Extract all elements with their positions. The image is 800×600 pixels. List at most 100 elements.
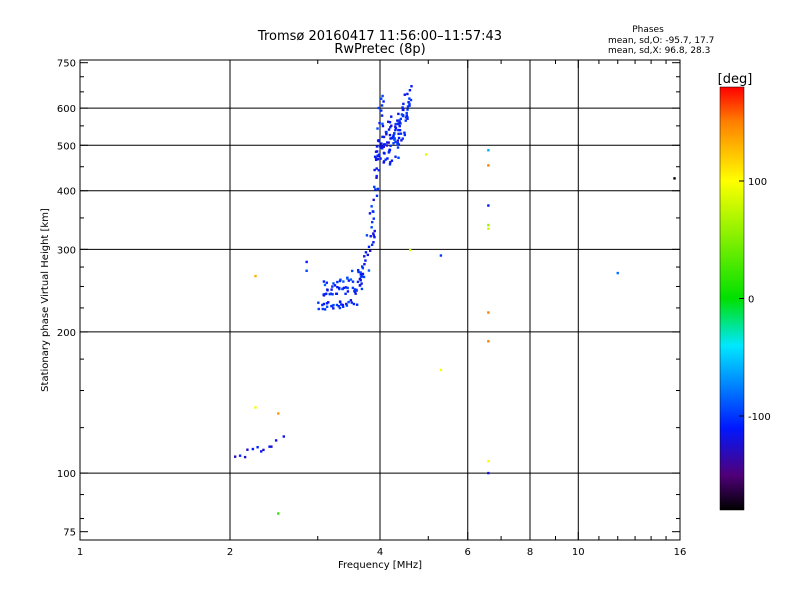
data-point	[394, 128, 397, 132]
data-point	[277, 412, 280, 415]
data-point	[336, 280, 339, 284]
data-point	[322, 293, 325, 296]
data-point	[393, 131, 396, 135]
x-tick-label: 1	[77, 547, 83, 558]
data-point	[398, 119, 401, 122]
data-point	[338, 279, 342, 283]
data-point	[390, 159, 394, 162]
data-point	[380, 109, 383, 112]
data-point	[397, 128, 400, 132]
data-point	[367, 245, 371, 249]
data-point	[361, 265, 364, 268]
data-point	[355, 303, 359, 306]
data-point	[268, 445, 271, 448]
data-point	[398, 120, 401, 124]
data-point	[332, 307, 335, 310]
x-tick-label: 16	[674, 547, 687, 558]
y-tick-label: 500	[57, 141, 76, 152]
data-point	[377, 154, 380, 158]
data-point	[346, 290, 350, 293]
data-point	[327, 301, 330, 304]
data-point	[357, 270, 360, 274]
data-point	[260, 450, 263, 453]
data-point	[277, 512, 280, 515]
data-point	[616, 271, 619, 275]
data-point	[305, 260, 308, 264]
data-point	[346, 277, 349, 280]
data-point	[377, 106, 380, 110]
data-point	[393, 137, 396, 140]
data-point	[388, 133, 392, 137]
x-tick-label: 2	[227, 547, 233, 558]
data-point	[402, 102, 405, 106]
data-point	[424, 153, 428, 156]
data-point	[387, 141, 390, 144]
data-point	[401, 108, 405, 111]
data-point	[387, 128, 391, 131]
data-point	[390, 124, 393, 127]
data-point	[362, 275, 366, 279]
data-point	[356, 280, 360, 284]
data-point	[326, 288, 329, 291]
data-point	[389, 144, 392, 148]
data-point	[383, 152, 386, 155]
y-tick-label: 100	[57, 469, 76, 480]
data-point	[382, 100, 385, 103]
x-tick-label: 8	[527, 547, 533, 558]
colorbar-label: [deg]	[718, 72, 753, 87]
phase-stats-heading: Phases	[632, 25, 664, 35]
data-point	[409, 248, 412, 252]
data-point	[332, 282, 335, 285]
data-point	[322, 302, 326, 306]
data-point	[378, 145, 382, 148]
data-point	[410, 85, 413, 88]
data-point	[321, 307, 324, 311]
data-point	[352, 302, 356, 306]
data-point	[398, 124, 401, 128]
data-point	[332, 303, 335, 307]
data-point	[394, 140, 397, 144]
data-point	[339, 278, 342, 281]
data-point	[394, 122, 397, 126]
colorbar-tick-label: 100	[748, 177, 767, 188]
data-point	[403, 131, 406, 134]
data-point	[358, 284, 362, 287]
data-point	[360, 282, 363, 285]
data-point	[233, 455, 237, 458]
data-points	[233, 85, 676, 515]
data-point	[341, 305, 345, 309]
data-point	[361, 275, 364, 278]
data-point	[376, 157, 380, 161]
data-point	[389, 137, 392, 140]
data-point	[397, 112, 400, 116]
data-point	[392, 142, 395, 145]
data-point	[354, 292, 357, 295]
data-point	[361, 266, 365, 270]
data-point	[439, 254, 443, 257]
data-point	[243, 455, 247, 459]
data-point	[360, 287, 364, 291]
data-point	[394, 127, 398, 130]
data-point	[376, 187, 380, 191]
data-point	[325, 305, 329, 308]
data-point	[401, 114, 405, 117]
data-point	[350, 269, 354, 273]
data-point	[373, 185, 376, 189]
data-point	[406, 105, 410, 108]
data-point	[379, 146, 383, 149]
data-point	[364, 259, 367, 262]
data-point	[359, 279, 362, 282]
data-point	[373, 229, 376, 233]
data-point	[345, 302, 348, 306]
data-point	[381, 124, 385, 128]
data-point	[388, 163, 392, 166]
data-point	[317, 307, 320, 311]
data-point	[335, 303, 339, 307]
data-point	[330, 288, 333, 291]
x-tick-label: 4	[377, 547, 383, 558]
data-point	[439, 368, 443, 372]
data-point	[370, 220, 374, 224]
data-point	[374, 188, 377, 191]
data-point	[487, 460, 490, 463]
